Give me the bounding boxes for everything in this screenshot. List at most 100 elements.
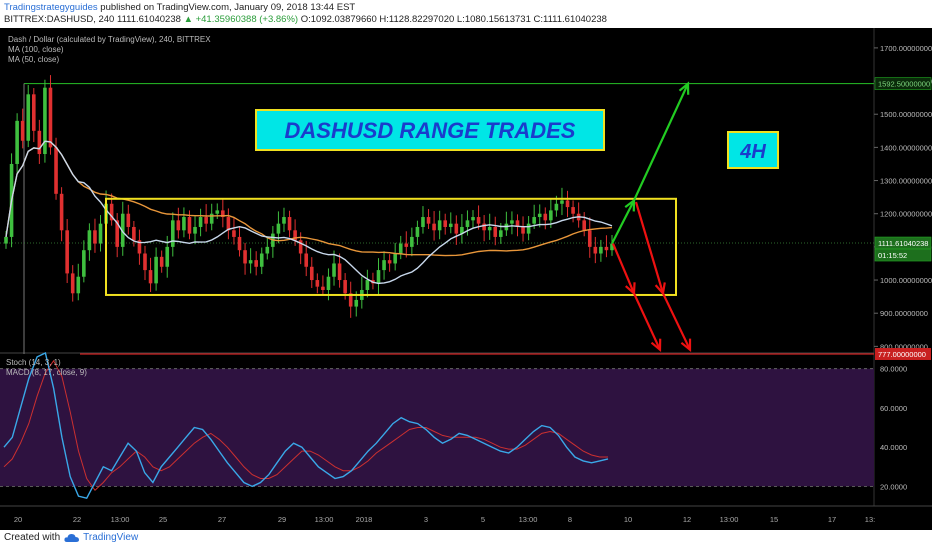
target-price-label-bg bbox=[874, 77, 932, 90]
macd-label: MACD (8, 17, close, 9) bbox=[6, 368, 87, 377]
time-tick-label: 13:00 bbox=[720, 515, 739, 524]
time-tick-label: 12 bbox=[683, 515, 691, 524]
candle-body bbox=[287, 217, 292, 231]
candle-body bbox=[382, 260, 386, 271]
price-tick-label: 1400.00000000 bbox=[880, 143, 932, 152]
stoch-band bbox=[0, 368, 874, 487]
time-tick-label: 3 bbox=[424, 515, 428, 524]
created-with-text: Created with bbox=[4, 532, 61, 543]
candle-body bbox=[82, 250, 86, 277]
candle-body bbox=[471, 217, 475, 221]
stoch-tick-label: 60.0000 bbox=[880, 404, 907, 413]
candle-body bbox=[120, 213, 125, 247]
candle-body bbox=[215, 210, 220, 214]
time-tick-label: 27 bbox=[218, 515, 226, 524]
low-price-label: 777.00000000 bbox=[878, 350, 926, 359]
candle-body bbox=[326, 276, 331, 290]
candle-body bbox=[93, 230, 97, 244]
price-pane: Dash / Dollar (calculated by TradingView… bbox=[0, 35, 932, 360]
candle-body bbox=[465, 220, 470, 227]
candle-body bbox=[282, 217, 286, 224]
candle-body bbox=[276, 223, 281, 234]
down-arrow-3-shaft bbox=[634, 201, 665, 294]
ohlc-text: O:1092.03879660 H:1128.82297020 L:1080.1… bbox=[300, 14, 607, 25]
tradingview-logo[interactable]: TradingView bbox=[64, 532, 138, 543]
symbol-text: BITTREX:DASHUSD, 240 bbox=[4, 14, 115, 25]
candle-body bbox=[554, 203, 559, 211]
candle-body bbox=[226, 217, 231, 231]
candle-body bbox=[398, 243, 403, 254]
stoch-label: Stoch (14, 3, 1) bbox=[6, 358, 61, 367]
candle-body bbox=[198, 217, 203, 227]
candle-body bbox=[221, 210, 225, 218]
candle-body bbox=[37, 130, 42, 155]
stoch-k-line bbox=[3, 351, 609, 500]
brand-text: TradingView bbox=[83, 532, 139, 543]
candle-body bbox=[254, 260, 258, 267]
candle-body bbox=[348, 293, 353, 307]
candle-body bbox=[526, 223, 531, 234]
time-tick-label: 22 bbox=[73, 515, 81, 524]
candle-body bbox=[415, 226, 420, 237]
time-tick-label: 2018 bbox=[356, 515, 373, 524]
up-arrow-1-shaft bbox=[611, 199, 635, 245]
candle-body bbox=[493, 226, 498, 237]
candle-body bbox=[209, 213, 214, 224]
cloud-icon bbox=[64, 533, 80, 542]
price-tick-label: 900.00000000 bbox=[880, 309, 928, 318]
candle-body bbox=[332, 263, 336, 277]
candle-body bbox=[59, 193, 64, 231]
candle-body bbox=[76, 276, 81, 294]
price-tick-label: 1300.00000000 bbox=[880, 177, 932, 186]
candle-body bbox=[565, 200, 570, 208]
candle-body bbox=[315, 280, 320, 287]
time-tick-label: 25 bbox=[159, 515, 167, 524]
candle-body bbox=[587, 230, 592, 247]
candle-body bbox=[454, 223, 459, 234]
candle-body bbox=[109, 203, 114, 221]
candle-body bbox=[309, 266, 314, 281]
candle-body bbox=[437, 220, 442, 231]
chart-title: DASHUSD RANGE TRADES bbox=[285, 118, 576, 143]
stoch-pane: 80.0000 60.0000 40.0000 20.0000 Stoch (14, 3… bbox=[0, 351, 907, 500]
candle-body bbox=[70, 273, 75, 294]
candle-body bbox=[387, 260, 392, 264]
candle-body bbox=[170, 220, 175, 247]
low-price-label-bg bbox=[875, 347, 931, 360]
candle-body bbox=[259, 253, 264, 267]
target-price-label: 1592.50000000 bbox=[878, 80, 930, 89]
down-arrow-2-shaft bbox=[633, 292, 661, 351]
publish-header: Tradingstrategyguides published on Tradi… bbox=[4, 2, 355, 14]
range-box bbox=[105, 197, 677, 296]
candle-body bbox=[582, 220, 587, 231]
time-tick-label: 20 bbox=[14, 515, 22, 524]
candle-body bbox=[65, 230, 69, 274]
author-link[interactable]: Tradingstrategyguides bbox=[4, 2, 98, 13]
candle-body bbox=[237, 236, 242, 251]
time-tick-label: 13:00 bbox=[111, 515, 130, 524]
candle-body bbox=[448, 223, 453, 227]
ohlc-header: BITTREX:DASHUSD, 240 1111.61040238 ▲ +41… bbox=[4, 14, 607, 26]
candle-body bbox=[404, 243, 409, 247]
candle-body bbox=[354, 299, 359, 307]
candle-body bbox=[48, 87, 53, 148]
candle-body bbox=[521, 226, 525, 234]
time-tick-label: 13:00 bbox=[519, 515, 538, 524]
time-tick-label: 8 bbox=[568, 515, 572, 524]
candle-body bbox=[365, 280, 370, 290]
candle-body bbox=[143, 253, 147, 271]
candle-body bbox=[549, 210, 553, 221]
chart-canvas[interactable]: 1700.000000001600.000000001500.000000001… bbox=[0, 28, 932, 530]
down-arrow-2-head bbox=[650, 338, 662, 352]
candle-body bbox=[176, 220, 181, 231]
candle-body bbox=[421, 217, 425, 227]
price-tick-label: 1000.00000000 bbox=[880, 276, 932, 285]
candle-body bbox=[248, 260, 253, 264]
candle-body bbox=[298, 240, 303, 254]
candle-body bbox=[126, 213, 131, 227]
candle-body bbox=[187, 217, 192, 234]
candle-body bbox=[154, 256, 158, 284]
footer: Created with TradingView bbox=[4, 532, 138, 543]
stoch-tick-label: 40.0000 bbox=[880, 443, 907, 452]
down-arrow-4-head bbox=[680, 338, 692, 352]
